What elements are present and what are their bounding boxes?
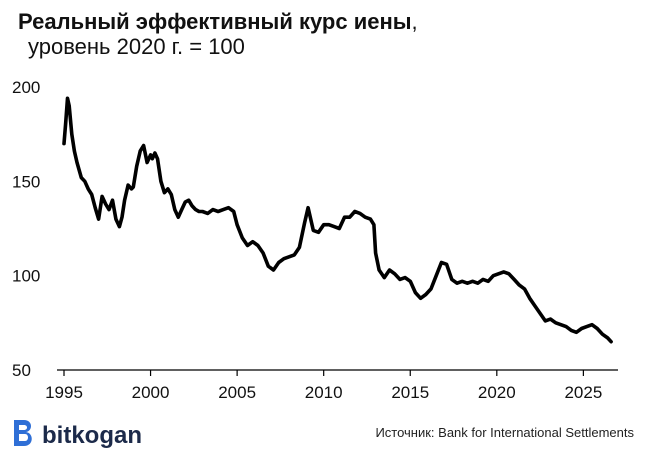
series-layer xyxy=(62,96,613,344)
series-line xyxy=(62,96,613,344)
y-tick-label: 100 xyxy=(12,267,40,286)
x-tick-label: 2000 xyxy=(132,383,170,402)
x-tick-label: 1995 xyxy=(45,383,83,402)
logo-text: bitkogan xyxy=(42,422,142,449)
x-tick-label: 2015 xyxy=(391,383,429,402)
x-tick-label: 2020 xyxy=(478,383,516,402)
y-tick-label: 200 xyxy=(12,78,40,97)
x-tick-label: 2005 xyxy=(218,383,256,402)
x-tick-label: 2010 xyxy=(305,383,343,402)
bitkogan-logo: bitkogan xyxy=(14,420,142,449)
y-tick-labels: 50 100 150 200 xyxy=(12,78,40,380)
x-tick-labels: 1995 2000 2005 2010 2015 2020 2025 xyxy=(45,370,602,402)
bitkogan-b-logo-icon xyxy=(14,420,32,446)
y-tick-label: 150 xyxy=(12,172,40,191)
source-note: Источник: Bank for International Settlem… xyxy=(375,425,634,440)
y-tick-label: 50 xyxy=(12,361,31,380)
chart-subtitle: уровень 2020 г. = 100 xyxy=(28,34,245,59)
x-tick-label: 2025 xyxy=(564,383,602,402)
chart-title: Реальный эффективный курс иены, xyxy=(18,9,418,34)
